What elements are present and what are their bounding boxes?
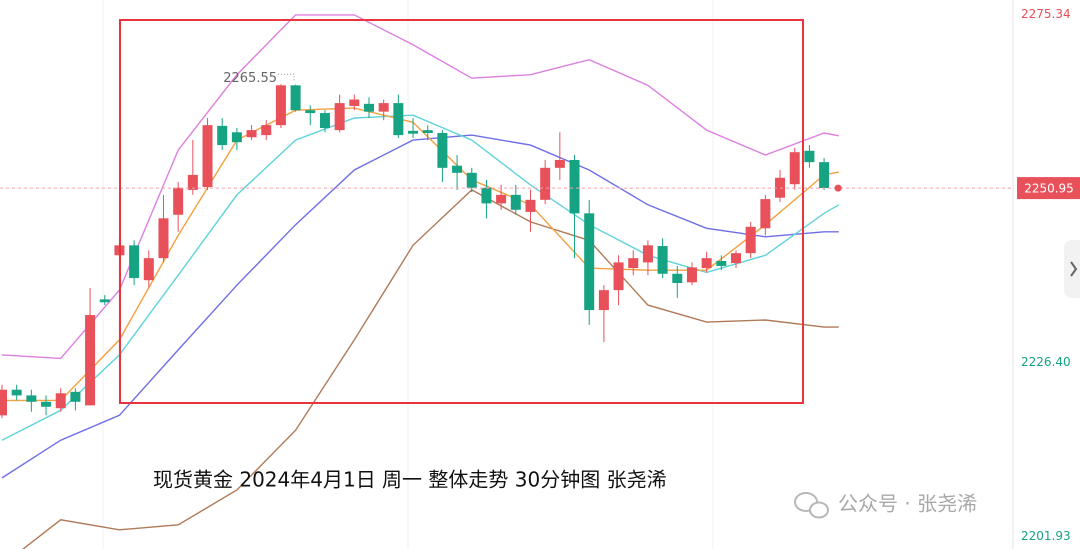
- candle-body: [466, 172, 477, 188]
- candle-body: [584, 213, 595, 311]
- expand-button[interactable]: [1064, 240, 1080, 298]
- candle-body: [628, 258, 639, 269]
- candle-body: [129, 245, 140, 279]
- candle-body: [246, 130, 257, 138]
- candle-body: [613, 262, 624, 291]
- candle-body: [158, 218, 169, 259]
- last-price-dot: [834, 184, 842, 192]
- candle-body: [364, 103, 374, 112]
- candle-body: [305, 110, 316, 114]
- candle-body: [554, 160, 565, 168]
- candle-body: [569, 160, 580, 214]
- overlay-line: [1, 14, 839, 360]
- candle-body: [334, 103, 345, 131]
- candle-body: [319, 113, 330, 129]
- y-tick-label: 2226.40: [1021, 355, 1071, 369]
- candle-body: [716, 260, 727, 266]
- candle-body: [422, 130, 433, 133]
- candle-body: [804, 150, 815, 163]
- candle-body: [187, 174, 198, 190]
- candle-body: [789, 152, 800, 185]
- candle-body: [496, 194, 507, 204]
- y-tick-label: 2275.34: [1021, 7, 1071, 21]
- candle-body: [598, 290, 609, 311]
- highlight-box: [119, 19, 804, 404]
- candle-body: [481, 187, 492, 204]
- last-price-box: [1017, 177, 1080, 200]
- candle-body: [26, 395, 37, 402]
- candle-body: [349, 99, 360, 106]
- candle-body: [437, 132, 448, 168]
- candle-body: [686, 267, 697, 283]
- candle-body: [217, 125, 228, 146]
- candle-body: [261, 125, 272, 136]
- candle-body: [70, 391, 81, 402]
- candle-body: [275, 85, 286, 126]
- candle-body: [41, 401, 52, 407]
- candle-body: [672, 273, 683, 284]
- candle-body: [290, 85, 301, 111]
- watermark: 公众号 · 张尧浠: [838, 492, 977, 516]
- candle-body: [510, 194, 521, 210]
- candle-body: [701, 258, 712, 269]
- candle-body: [173, 187, 184, 215]
- candle-body: [657, 246, 668, 274]
- candle-body: [540, 167, 551, 200]
- caption: 现货黄金 2024年4月1日 周一 整体走势 30分钟图 张尧浠: [153, 468, 667, 492]
- candle-body: [85, 315, 96, 406]
- candle-body: [408, 130, 419, 134]
- candle-body: [231, 132, 242, 143]
- candle-body: [11, 389, 22, 396]
- candle-body: [99, 299, 110, 303]
- y-tick-label: 2201.93: [1021, 529, 1071, 543]
- high-pointer: [278, 73, 295, 83]
- candle-body: [452, 165, 463, 173]
- candle-body: [393, 103, 404, 136]
- candle-body: [525, 199, 536, 212]
- candle-body: [378, 103, 389, 112]
- candle-body: [143, 258, 154, 281]
- candle-body: [819, 162, 830, 189]
- high-label: 2265.55: [223, 71, 277, 86]
- candle-body: [731, 253, 741, 264]
- watermark-icon: [794, 492, 829, 519]
- candle-body: [55, 393, 66, 409]
- candle-body: [642, 245, 653, 263]
- last-price-label: 2250.95: [1024, 182, 1074, 196]
- candle-body: [202, 125, 213, 188]
- candle-body: [745, 226, 756, 254]
- candle-body: [0, 389, 7, 416]
- candle-body: [760, 199, 771, 229]
- overlay-line: [21, 189, 839, 549]
